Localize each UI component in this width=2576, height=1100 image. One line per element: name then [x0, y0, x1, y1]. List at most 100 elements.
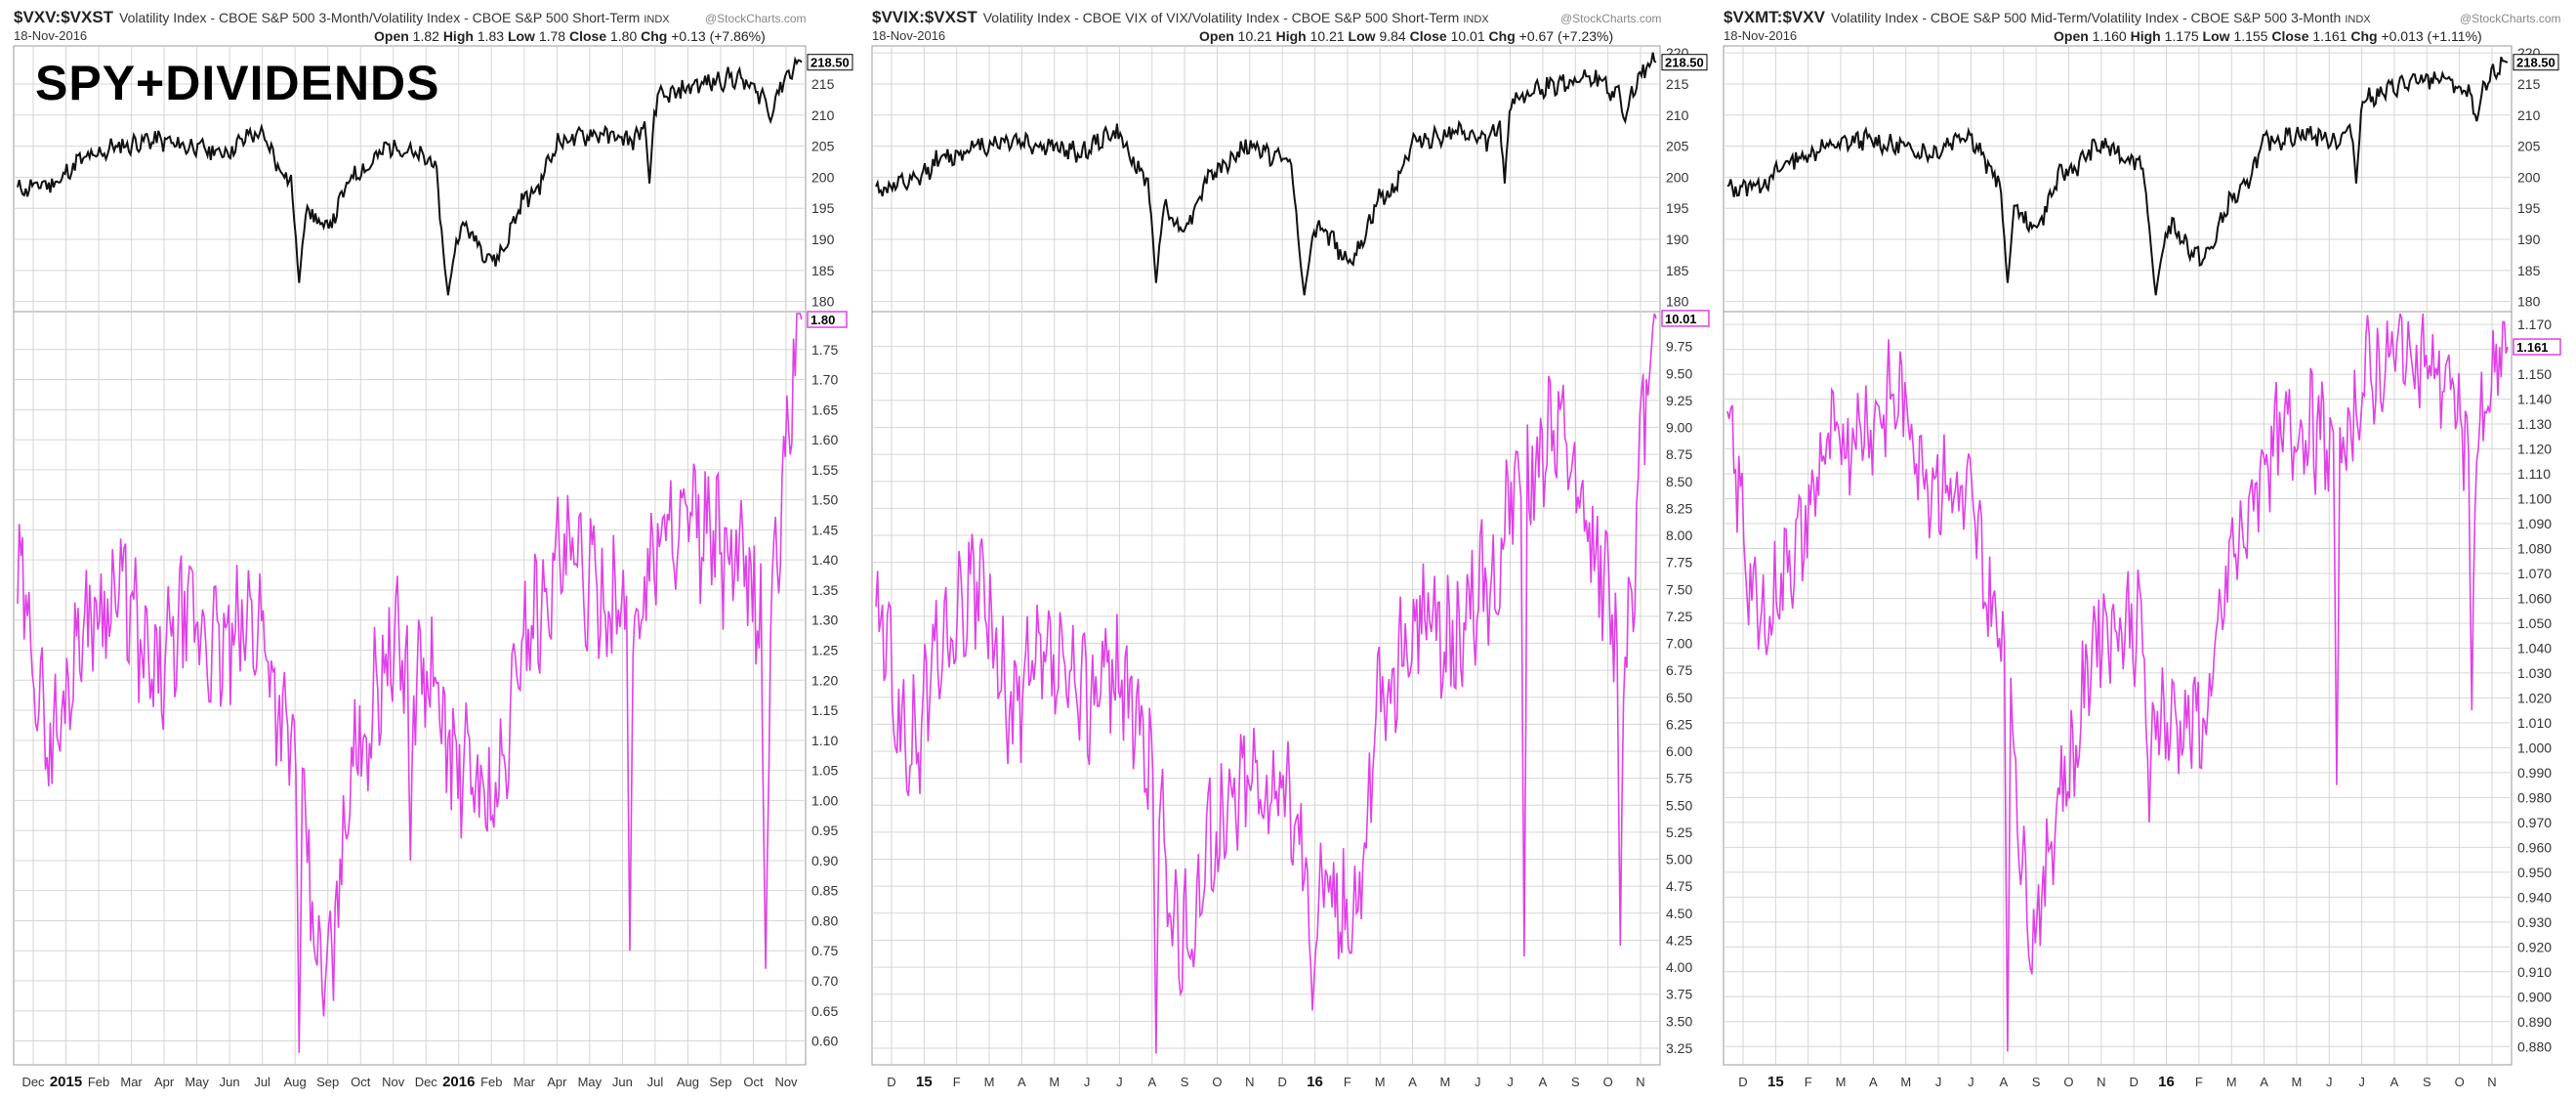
panel-3-ratio-tick-label: 0.880	[2517, 1038, 2552, 1054]
panel-3-ratio-tick-label: 1.100	[2517, 491, 2552, 507]
panel-1-price-tick-label: 210	[811, 107, 835, 123]
panel-2-x-tick-label: A	[1539, 1075, 1548, 1089]
panel-1-x-tick-label: Aug	[284, 1075, 307, 1089]
panel-2-ratio-tick-label: 9.50	[1666, 365, 1692, 381]
panel-1-ratio-tick-label: 1.60	[811, 432, 838, 447]
panel-3-ratio-tick-label: 0.950	[2517, 865, 2552, 880]
panel-2-x-tick-label: J	[1116, 1075, 1123, 1089]
panel-3-ratio-tick-label: 1.120	[2517, 442, 2552, 457]
panel-2-x-tick-label: A	[1018, 1075, 1026, 1089]
panel-2-ratio-tick-label: 8.00	[1666, 528, 1692, 543]
panel-3-x-tick-label: M	[2226, 1075, 2237, 1089]
panel-1-ratio-last-box	[807, 311, 848, 328]
panel-1-x-tick-label: 2016	[442, 1074, 475, 1090]
panel-1-ratio-tick-label: 1.40	[811, 552, 838, 568]
panel-2-ratio-tick-label: 7.25	[1666, 609, 1692, 624]
panel-3-x-tick-label: J	[2358, 1075, 2365, 1089]
panel-2-price-tick-label: 185	[1666, 263, 1689, 278]
panel-3-ratio-tick-label: 0.910	[2517, 964, 2552, 980]
panel-2-ratio-tick-label: 6.50	[1666, 690, 1692, 705]
panel-2-ratio-tick-label: 6.75	[1666, 662, 1692, 678]
panel-1-x-tick-label: Sep	[316, 1075, 339, 1089]
panel-3-ratio-tick-label: 1.000	[2517, 740, 2552, 755]
panel-1-x-tick-label: Mar	[514, 1075, 536, 1089]
panel-3-spy-last-value: 218.50	[2516, 56, 2555, 70]
panel-3-x-tick-label: O	[2455, 1075, 2465, 1089]
panel-3-ratio-tick-label: 1.110	[2517, 466, 2551, 482]
panel-2-ratio-tick-label: 6.00	[1666, 743, 1692, 759]
panel-3-ratio-tick-label: 1.070	[2517, 566, 2552, 581]
panel-2-x-tick-label: 16	[1307, 1074, 1323, 1090]
panel-2-ratio-last-value: 10.01	[1665, 312, 1697, 326]
panel-2-ratio-tick-label: 4.50	[1666, 906, 1692, 921]
panel-2-x-tick-label: O	[1212, 1075, 1222, 1089]
panel-3-ratio-tick-label: 1.050	[2517, 615, 2552, 631]
panel-3-price-tick-label: 195	[2517, 200, 2541, 216]
panel-1-x-tick-label: Feb	[480, 1075, 502, 1089]
panel-1-ratio-tick-label: 0.65	[811, 1003, 838, 1019]
panel-1-price-tick-label: 190	[811, 232, 835, 247]
panel-3-ratio-tick-label: 0.940	[2517, 889, 2552, 905]
panel-3-x-tick-label: F	[1805, 1075, 1812, 1089]
panel-3-x-tick-label: J	[2326, 1075, 2333, 1089]
panel-2-ratio-tick-label: 3.75	[1666, 987, 1692, 1002]
panel-1-x-tick-label: May	[578, 1075, 602, 1089]
panel-2-x-tick-label: N	[1245, 1075, 1254, 1089]
panel-2-title: $VVIX:$VXST Volatility Index - CBOE VIX o…	[872, 8, 1489, 27]
panel-2-ratio-frame	[871, 311, 1661, 1066]
panel-2-date: 18-Nov-2016	[872, 28, 946, 43]
panel-1-x-tick-label: Jun	[612, 1075, 633, 1089]
panel-1-x-tick-label: Aug	[677, 1075, 699, 1089]
panel-3-ratio-tick-label: 1.080	[2517, 540, 2552, 556]
panel-2-price-tick-label: 200	[1666, 169, 1689, 185]
panel-3-price-tick-label: 200	[2517, 169, 2541, 185]
panel-2-ratio-tick-label: 5.50	[1666, 797, 1692, 813]
panel-2-ohlc: Open 10.21 High 10.21 Low 9.84 Close 10.…	[1199, 28, 1614, 44]
panel-1-x-tick-label: Dec	[415, 1075, 438, 1089]
panel-1-spy-line	[17, 56, 803, 296]
panel-1-x-tick-label: Apr	[154, 1075, 175, 1089]
panel-3-x-tick-label: M	[1836, 1075, 1847, 1089]
panel-2-price-tick-label: 190	[1666, 232, 1689, 247]
panel-2-description: Volatility Index - CBOE VIX of VIX/Volat…	[982, 10, 1460, 25]
panel-2-ratio-tick-label: 9.25	[1666, 393, 1692, 408]
panel-1-ratio-tick-label: 1.15	[811, 702, 838, 718]
panel-2-x-tick-label: M	[1049, 1075, 1059, 1089]
panel-2-x-tick-label: N	[1636, 1075, 1644, 1089]
panel-3-x-tick-label: 15	[1767, 1074, 1784, 1090]
panel-2-price-tick-label: 195	[1666, 200, 1689, 216]
panel-3-watermark: @StockCharts.com	[2460, 12, 2561, 25]
panel-3-price-tick-label: 190	[2517, 232, 2541, 247]
panel-2-spy-line	[875, 52, 1657, 296]
panel-2-x-tick-label: M	[1375, 1075, 1386, 1089]
panel-3-ratio-tick-label: 1.140	[2517, 392, 2552, 407]
panel-2-spy-last-value: 218.50	[1665, 56, 1704, 70]
panel-3-x-tick-label: A	[1999, 1075, 2008, 1089]
panel-1-x-tick-label: Nov	[774, 1075, 798, 1089]
panel-3-x-tick-label: J	[1968, 1075, 1974, 1089]
panel-1-x-tick-label: Feb	[88, 1075, 109, 1089]
panel-2-ratio-tick-label: 9.00	[1666, 420, 1692, 436]
panel-2-x-tick-label: J	[1084, 1075, 1091, 1089]
panel-2-ratio-tick-label: 8.25	[1666, 500, 1692, 516]
panel-2-symbol: $VVIX:$VXST	[872, 8, 977, 26]
panel-2-ratio-tick-label: 9.75	[1666, 339, 1692, 355]
panel-3-x-tick-label: M	[1900, 1075, 1911, 1089]
panel-1-ratio-tick-label: 1.30	[811, 613, 838, 628]
panel-1-price-tick-label: 200	[811, 169, 835, 185]
panel-1-ratio-tick-label: 0.85	[811, 883, 838, 899]
panel-2-x-tick-label: A	[1408, 1075, 1417, 1089]
panel-2-ratio-tick-label: 5.75	[1666, 771, 1692, 786]
panel-1-date: 18-Nov-2016	[14, 28, 88, 43]
panel-2-ratio-tick-label: 5.25	[1666, 825, 1692, 840]
panel-3-exchange: INDX	[2345, 14, 2371, 25]
panel-3-ratio-tick-label: 1.020	[2517, 690, 2552, 705]
panel-1-ratio-tick-label: 1.20	[811, 672, 838, 688]
panel-1-ratio-tick-label: 0.75	[811, 943, 838, 958]
panel-1-ratio-tick-label: 0.90	[811, 853, 838, 868]
panel-1-ratio-line	[17, 313, 803, 1053]
panel-2-price-frame	[871, 45, 1661, 313]
panel-2-ratio-tick-label: 7.50	[1666, 581, 1692, 597]
panel-2-price-tick-label: 215	[1666, 76, 1689, 92]
panel-1-spy-last-value: 218.50	[810, 56, 850, 70]
